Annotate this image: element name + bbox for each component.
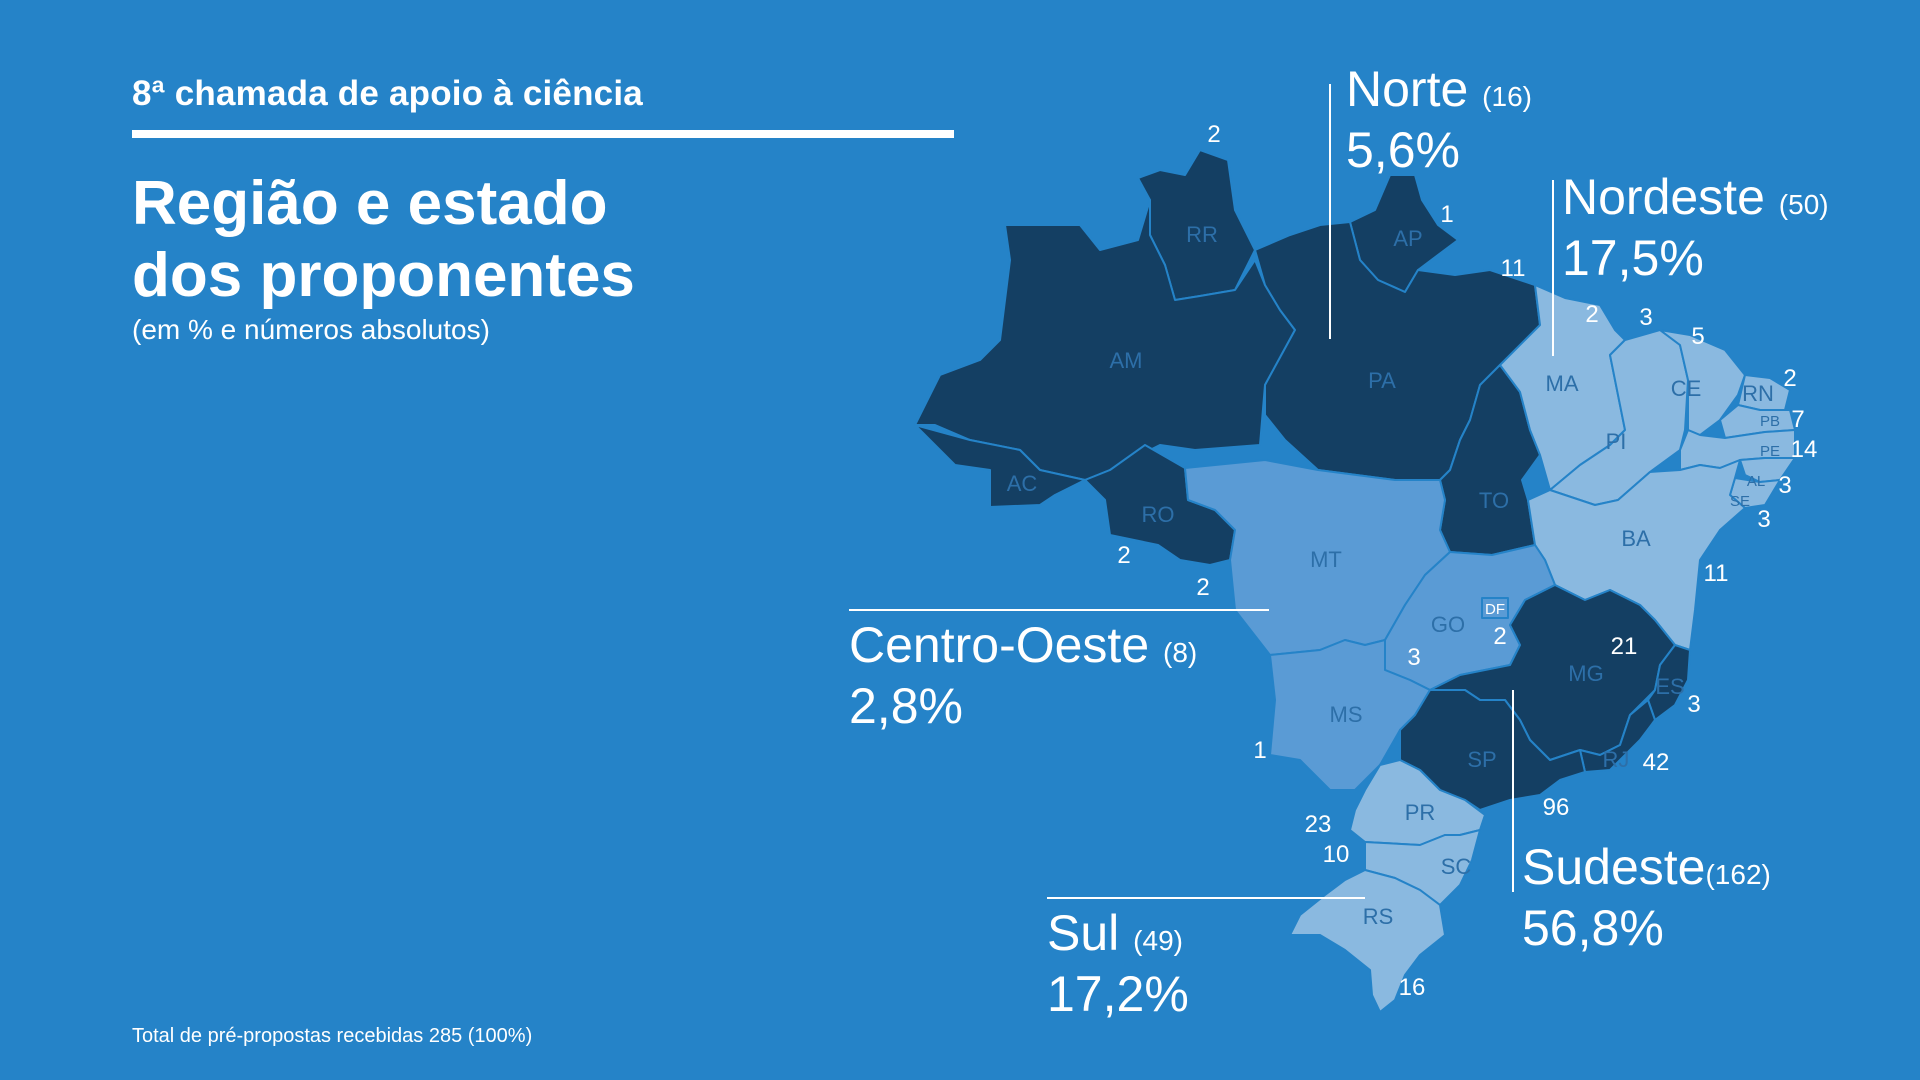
label-rs: RS bbox=[1363, 904, 1394, 929]
region-count-centro-oeste: (8) bbox=[1163, 637, 1198, 668]
leader-centro-oeste bbox=[849, 609, 1269, 611]
value-mt: 2 bbox=[1196, 574, 1209, 601]
label-ro: RO bbox=[1142, 502, 1175, 527]
label-pi: PI bbox=[1606, 429, 1627, 454]
region-name-sudeste: Sudeste bbox=[1522, 839, 1706, 895]
value-df: 2 bbox=[1493, 623, 1506, 650]
region-pct-nordeste: 17,5% bbox=[1562, 230, 1704, 286]
value-se: 3 bbox=[1757, 506, 1770, 533]
value-pb: 7 bbox=[1791, 406, 1804, 433]
label-ce: CE bbox=[1671, 376, 1702, 401]
label-es: ES bbox=[1655, 674, 1684, 699]
label-rj: RJ bbox=[1603, 747, 1630, 772]
region-count-norte: (16) bbox=[1482, 81, 1532, 112]
label-am: AM bbox=[1110, 348, 1143, 373]
value-sp: 96 bbox=[1543, 794, 1570, 821]
leader-sul bbox=[1047, 897, 1365, 899]
callout-sudeste: Sudeste(162) 56,8% bbox=[1522, 840, 1771, 954]
callout-nordeste: Nordeste (50) 17,5% bbox=[1562, 170, 1829, 284]
value-al: 3 bbox=[1778, 472, 1791, 499]
label-go: GO bbox=[1431, 612, 1465, 637]
region-pct-norte: 5,6% bbox=[1346, 122, 1460, 178]
region-name-sul: Sul bbox=[1047, 905, 1120, 961]
footnote: Total de pré-propostas recebidas 285 (10… bbox=[132, 1025, 533, 1047]
leader-sudeste bbox=[1512, 690, 1514, 892]
value-rs: 16 bbox=[1399, 974, 1426, 1001]
value-pr: 23 bbox=[1305, 811, 1332, 838]
value-sc: 10 bbox=[1323, 841, 1350, 868]
value-rj: 42 bbox=[1643, 749, 1670, 776]
region-count-sudeste: (162) bbox=[1705, 859, 1771, 890]
label-pb: PB bbox=[1760, 413, 1780, 430]
state-ac bbox=[914, 424, 1086, 508]
value-ce: 5 bbox=[1691, 323, 1704, 350]
value-ms: 1 bbox=[1253, 737, 1266, 764]
region-name-norte: Norte bbox=[1346, 61, 1469, 117]
value-ap: 1 bbox=[1440, 201, 1453, 228]
label-ac: AC bbox=[1007, 471, 1038, 496]
state-am bbox=[914, 199, 1296, 481]
value-ba: 11 bbox=[1704, 560, 1729, 587]
kicker-divider bbox=[132, 130, 954, 138]
region-pct-centro-oeste: 2,8% bbox=[849, 678, 963, 734]
label-ap: AP bbox=[1393, 226, 1422, 251]
leader-norte bbox=[1329, 84, 1331, 339]
page-title: Região e estado dos proponentes bbox=[132, 168, 635, 312]
label-pe: PE bbox=[1760, 443, 1780, 460]
region-count-nordeste: (50) bbox=[1778, 189, 1829, 220]
state-df bbox=[1481, 597, 1509, 619]
label-df: DF bbox=[1485, 601, 1505, 618]
value-es: 3 bbox=[1687, 691, 1700, 718]
label-sp: SP bbox=[1467, 747, 1496, 772]
label-ms: MS bbox=[1330, 702, 1363, 727]
callout-norte: Norte (16) 5,6% bbox=[1346, 62, 1532, 176]
callout-sul: Sul (49) 17,2% bbox=[1047, 906, 1189, 1020]
value-pe: 14 bbox=[1791, 436, 1818, 463]
label-rr: RR bbox=[1186, 222, 1218, 247]
page-subtitle: (em % e números absolutos) bbox=[132, 314, 490, 345]
value-rr: 2 bbox=[1207, 121, 1220, 148]
label-ba: BA bbox=[1621, 526, 1651, 551]
value-pa: 11 bbox=[1501, 255, 1526, 282]
region-pct-sul: 17,2% bbox=[1047, 966, 1189, 1022]
label-se: SE bbox=[1730, 493, 1750, 510]
label-mg: MG bbox=[1568, 661, 1603, 686]
region-name-centro-oeste: Centro-Oeste bbox=[849, 617, 1150, 673]
value-go: 3 bbox=[1407, 644, 1420, 671]
label-pa: PA bbox=[1368, 368, 1396, 393]
title-line-1: Região e estado bbox=[132, 169, 608, 238]
value-ro: 2 bbox=[1117, 542, 1130, 569]
value-mg: 21 bbox=[1611, 633, 1638, 660]
label-al: AL bbox=[1747, 473, 1765, 490]
region-count-sul: (49) bbox=[1133, 925, 1183, 956]
label-sc: SC bbox=[1441, 854, 1472, 879]
value-pi: 3 bbox=[1639, 304, 1652, 331]
kicker-title: 8ª chamada de apoio à ciência bbox=[132, 74, 643, 113]
region-pct-sudeste: 56,8% bbox=[1522, 900, 1664, 956]
label-rn: RN bbox=[1742, 381, 1774, 406]
label-mt: MT bbox=[1310, 547, 1342, 572]
title-line-2: dos proponentes bbox=[132, 241, 635, 310]
label-to: TO bbox=[1479, 488, 1509, 513]
region-name-nordeste: Nordeste bbox=[1562, 169, 1765, 225]
state-rs bbox=[1289, 869, 1446, 1013]
leader-nordeste bbox=[1552, 180, 1554, 356]
value-rn: 2 bbox=[1783, 365, 1796, 392]
callout-centro-oeste: Centro-Oeste (8) 2,8% bbox=[849, 618, 1197, 732]
value-ma: 2 bbox=[1585, 301, 1598, 328]
label-ma: MA bbox=[1546, 371, 1579, 396]
label-pr: PR bbox=[1405, 800, 1436, 825]
